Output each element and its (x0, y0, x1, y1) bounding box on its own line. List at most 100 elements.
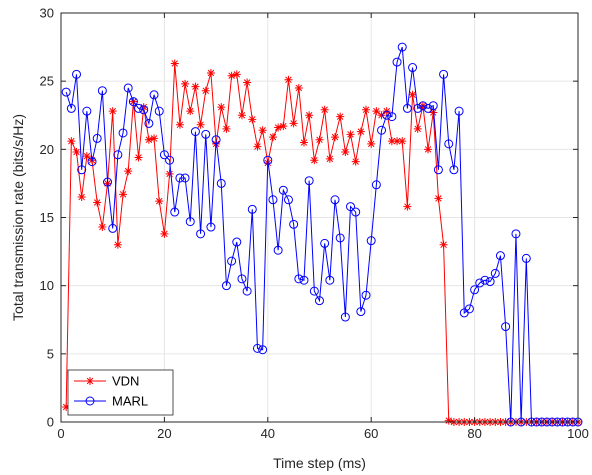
legend-label-marl: MARL (112, 394, 148, 409)
data-point-marl (408, 63, 418, 73)
data-point-marl (283, 195, 293, 205)
data-point-vdn (72, 148, 81, 157)
data-point-marl (144, 118, 154, 128)
data-point-vdn (439, 240, 448, 249)
data-point-marl (449, 165, 459, 175)
data-point-vdn (139, 103, 148, 112)
series-line-marl (65, 46, 578, 423)
data-point-vdn (160, 229, 169, 238)
data-point-marl (87, 157, 97, 167)
data-point-marl (252, 343, 262, 353)
y-tick-label: 15 (40, 210, 54, 225)
y-axis-label: Total transmission rate (bits/s/Hz) (10, 114, 26, 321)
data-point-vdn (155, 197, 164, 206)
data-point-marl (227, 256, 237, 266)
data-point-vdn (424, 145, 433, 154)
data-point-marl (335, 233, 345, 243)
data-point-marl (118, 128, 128, 138)
data-point-marl (439, 69, 449, 79)
data-point-marl (232, 237, 242, 247)
data-point-marl (397, 42, 407, 52)
data-point-marl (268, 195, 278, 205)
x-tick-label: 40 (261, 426, 275, 441)
data-point-vdn (232, 70, 241, 79)
data-point-vdn (191, 82, 200, 91)
data-point-marl (237, 274, 247, 284)
data-point-marl (170, 207, 180, 217)
data-point-marl (475, 278, 485, 288)
data-point-vdn (444, 416, 453, 425)
data-point-marl (294, 274, 304, 284)
data-point-vdn (398, 137, 407, 146)
data-point-vdn (258, 126, 267, 135)
data-point-vdn (294, 83, 303, 92)
data-point-marl (480, 275, 490, 285)
data-point-marl (325, 275, 335, 285)
data-point-marl (159, 150, 169, 160)
data-point-vdn (248, 115, 257, 124)
data-point-marl (61, 87, 71, 97)
data-point-vdn (408, 90, 417, 99)
data-point-marl (320, 238, 330, 248)
data-point-marl (273, 245, 283, 255)
data-point-marl (211, 135, 221, 145)
data-point-marl (470, 285, 480, 295)
data-point-vdn (310, 156, 319, 165)
data-point-vdn (67, 137, 76, 146)
data-point-vdn (305, 111, 314, 120)
data-point-marl (128, 97, 138, 107)
data-point-vdn (356, 127, 365, 136)
data-point-marl (258, 345, 268, 355)
data-point-marl (190, 127, 200, 137)
data-point-marl (97, 86, 107, 96)
data-point-vdn (434, 194, 443, 203)
data-point-marl (501, 322, 511, 332)
data-point-vdn (268, 133, 277, 142)
data-point-vdn (186, 107, 195, 116)
data-point-marl (485, 277, 495, 287)
data-point-marl (221, 281, 231, 291)
data-point-marl (371, 180, 381, 190)
data-point-marl (330, 195, 340, 205)
data-point-marl (361, 290, 371, 300)
data-point-vdn (274, 123, 283, 132)
data-point-vdn (217, 103, 226, 112)
data-point-marl (402, 103, 412, 113)
data-point-marl (175, 173, 185, 183)
data-point-marl (77, 165, 87, 175)
data-point-marl (278, 185, 288, 195)
data-point-marl (185, 217, 195, 227)
x-tick-label: 20 (157, 426, 171, 441)
data-point-marl (242, 286, 252, 296)
data-point-marl (103, 177, 113, 187)
data-point-marl (206, 222, 216, 232)
data-point-vdn (315, 135, 324, 144)
data-point-vdn (284, 75, 293, 84)
data-point-vdn (367, 139, 376, 148)
data-point-marl (444, 139, 454, 149)
data-point-marl (139, 105, 149, 115)
data-point-marl (304, 176, 314, 186)
data-point-marl (392, 57, 402, 67)
data-point-marl (196, 229, 206, 239)
data-point-vdn (320, 105, 329, 114)
data-point-vdn (413, 124, 422, 133)
legend: VDN MARL (67, 369, 174, 416)
legend-marker-marl (85, 396, 95, 406)
data-point-vdn (82, 152, 91, 161)
data-point-vdn (279, 122, 288, 131)
x-tick-label: 100 (567, 426, 589, 441)
data-point-marl (366, 236, 376, 246)
data-point-vdn (175, 120, 184, 129)
data-point-marl (433, 165, 443, 175)
data-point-vdn (227, 71, 236, 80)
data-point-marl (418, 101, 428, 111)
data-point-vdn (253, 142, 262, 151)
data-point-marl (413, 103, 423, 113)
data-point-vdn (403, 202, 412, 211)
data-point-marl (454, 106, 464, 116)
data-point-marl (263, 155, 273, 165)
data-point-marl (521, 253, 531, 263)
data-point-marl (309, 286, 319, 296)
data-point-vdn (206, 68, 215, 77)
